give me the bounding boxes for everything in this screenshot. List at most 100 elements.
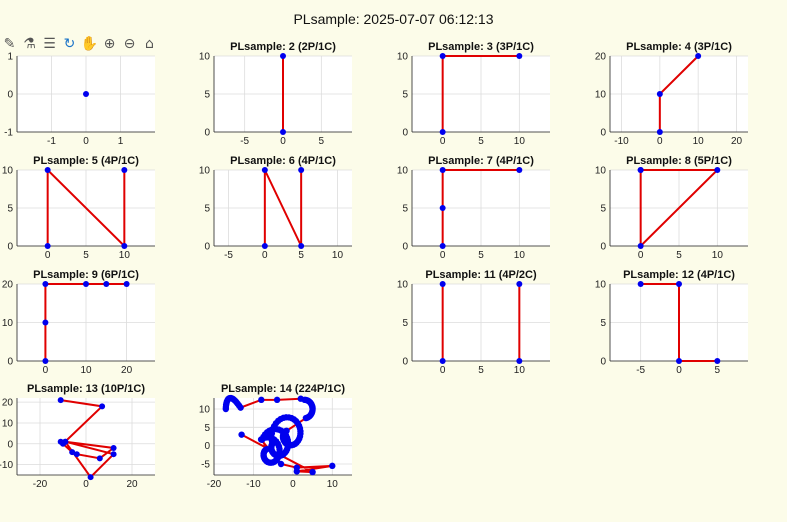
y-tick-label: 5 (402, 318, 408, 329)
rotate-icon[interactable]: ↻ (63, 36, 76, 52)
data-point (439, 243, 446, 249)
data-point (516, 281, 523, 287)
y-tick-label: 10 (2, 166, 14, 177)
data-point (516, 167, 523, 173)
x-tick-label: 5 (478, 250, 484, 261)
legend-icon[interactable]: ☰ (43, 36, 56, 52)
series-line (441, 169, 520, 246)
x-tick-label: 0 (280, 136, 286, 147)
data-point (42, 319, 49, 326)
x-tick-label: 5 (83, 250, 89, 261)
x-tick-label: 1 (118, 136, 124, 147)
data-point (258, 396, 265, 404)
data-point (57, 397, 64, 404)
data-point (293, 468, 300, 475)
x-tick-label: 10 (80, 365, 92, 376)
axes-5[interactable]: 0 5 10 0 5 10 PLsample: 5 (4P/1C) (2, 155, 155, 261)
y-tick-label: 0 (204, 128, 210, 139)
data-point (103, 281, 110, 287)
zoom-in-icon[interactable]: ⊕ (103, 36, 116, 52)
data-point (62, 438, 69, 445)
series-line (60, 399, 117, 479)
data-point (656, 129, 663, 135)
y-tick-label: 0 (402, 357, 408, 368)
data-point (44, 243, 51, 249)
y-tick-label: 0 (7, 439, 13, 450)
axes-title: PLsample: 8 (5P/1C) (626, 155, 732, 167)
y-tick-label: 5 (204, 204, 210, 215)
y-tick-label: 10 (397, 166, 409, 177)
y-tick-label: 1 (7, 52, 13, 63)
y-tick-label: 10 (2, 318, 14, 329)
axes-12[interactable]: -5 0 5 0 5 10 PLsample: 12 (4P/1C) (595, 269, 748, 376)
axes-title: PLsample: 9 (6P/1C) (33, 269, 139, 281)
axes-8[interactable]: 0 5 10 0 5 10 PLsample: 8 (5P/1C) (595, 155, 748, 261)
zoom-out-icon[interactable]: ⊖ (123, 36, 136, 52)
axes-title: PLsample: 5 (4P/1C) (33, 155, 139, 167)
y-tick-label: 5 (204, 423, 210, 434)
x-tick-label: 0 (657, 136, 663, 147)
x-tick-label: 0 (638, 250, 644, 261)
x-tick-label: 0 (676, 365, 682, 376)
x-tick-label: 0 (440, 250, 446, 261)
data-point (238, 431, 245, 438)
data-point (637, 243, 644, 249)
data-point (516, 358, 523, 364)
axes-13[interactable]: -20 0 20 -10 0 10 20 PLsample: 13 (10P/1C) (0, 383, 155, 490)
data-point (280, 53, 286, 59)
data-point (87, 474, 94, 481)
axes-6[interactable]: -5 0 5 10 0 5 10 PLsample: 6 (4P/1C) (199, 155, 352, 261)
x-tick-label: 0 (440, 365, 446, 376)
y-tick-label: 5 (600, 204, 606, 215)
data-point (42, 358, 49, 364)
x-tick-label: -10 (614, 136, 629, 147)
home-icon[interactable]: ⌂ (145, 36, 154, 52)
data-point (676, 281, 682, 287)
data-point (121, 167, 128, 173)
axes-2[interactable]: -5 0 5 0 5 10 PLsample: 2 (2P/1C) (199, 41, 352, 147)
data-point (257, 436, 265, 443)
axes-title: PLsample: 6 (4P/1C) (230, 155, 336, 167)
y-tick-label: -5 (201, 460, 210, 471)
axes-9[interactable]: 0 10 20 0 10 20 PLsample: 9 (6P/1C) (2, 269, 155, 376)
y-tick-label: 0 (600, 242, 606, 253)
data-point (277, 460, 285, 468)
x-tick-label: -5 (636, 365, 645, 376)
data-point (637, 167, 644, 173)
data-point (309, 468, 316, 476)
y-tick-label: 20 (2, 398, 14, 409)
axes-3[interactable]: 0 5 10 0 5 10 PLsample: 3 (3P/1C) (397, 41, 550, 147)
x-tick-label: 0 (45, 250, 51, 261)
brush-icon[interactable]: ✎ (3, 36, 16, 52)
x-tick-label: -20 (207, 479, 222, 490)
y-tick-label: 10 (199, 405, 211, 416)
y-tick-label: 0 (600, 128, 606, 139)
data-point (121, 243, 128, 249)
pan-icon[interactable]: ✋ (80, 36, 99, 52)
axes-14[interactable]: -20 -10 0 10 -5 0 5 10 PLsample: 14 (224P/1C) (199, 383, 352, 490)
y-tick-label: 0 (402, 128, 408, 139)
x-tick-label: -5 (240, 136, 249, 147)
series-line (46, 167, 126, 249)
data-point (714, 167, 721, 173)
axes-1[interactable]: -1 0 1 -1 0 1 (4, 52, 155, 148)
x-tick-label: -5 (224, 250, 233, 261)
axes-4[interactable]: -10 0 10 20 0 10 20 PLsample: 4 (3P/1C) (595, 41, 748, 147)
data-point (302, 414, 310, 422)
data-point (439, 281, 446, 287)
data-point (42, 281, 49, 287)
data-point (439, 167, 446, 173)
data-point (656, 91, 663, 97)
y-tick-label: 0 (7, 242, 13, 253)
x-tick-label: 5 (715, 365, 721, 376)
x-tick-label: 20 (126, 479, 138, 490)
axes-7[interactable]: 0 5 10 0 5 10 PLsample: 7 (4P/1C) (397, 155, 550, 261)
data-point (96, 455, 103, 462)
x-tick-label: 20 (731, 136, 743, 147)
x-tick-label: 5 (478, 365, 484, 376)
data-point (298, 167, 305, 173)
data-point (273, 396, 281, 404)
data-tip-icon[interactable]: ⚗ (23, 36, 36, 52)
axes-11[interactable]: 0 5 10 0 5 10 PLsample: 11 (4P/2C) (397, 269, 550, 376)
